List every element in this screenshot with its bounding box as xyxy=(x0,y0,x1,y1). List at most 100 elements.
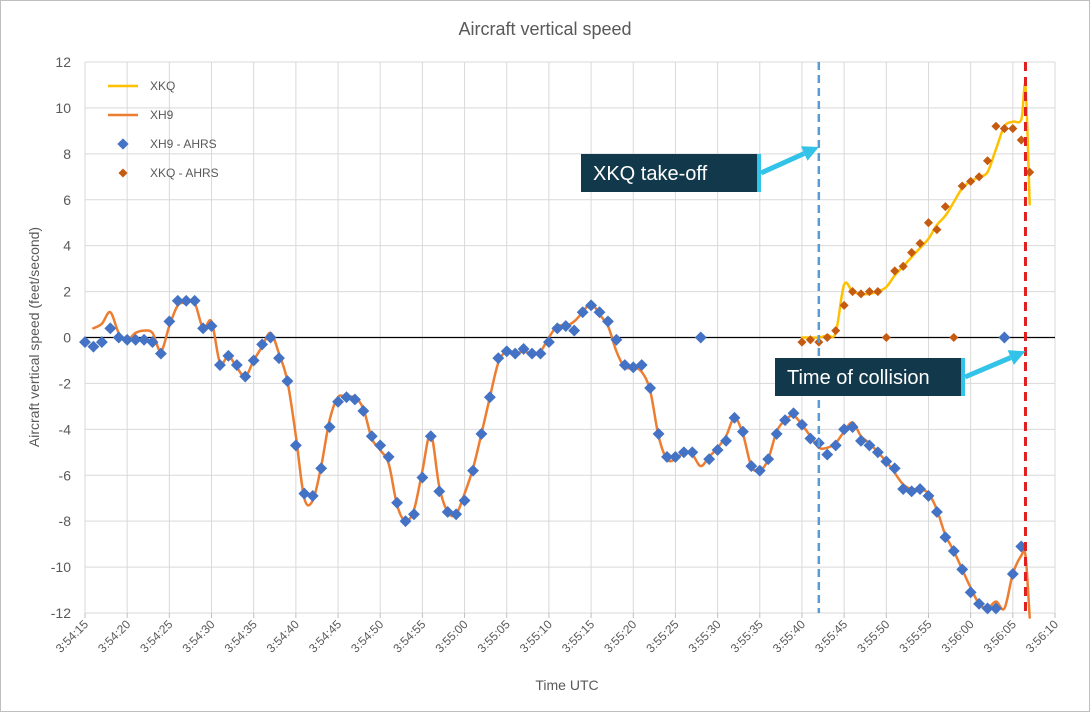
y-tick-label: 8 xyxy=(63,146,71,162)
point-xh9-ahrs xyxy=(627,361,640,374)
x-tick-label: 3:54:20 xyxy=(95,617,133,655)
y-axis-ticks: 12 10 8 6 4 2 0 -2 -4 -6 -8 -10 -12 xyxy=(51,54,71,621)
x-tick-label: 3:55:40 xyxy=(770,617,808,655)
legend: XKQ XH9 XH9 - AHRS XKQ - AHRS xyxy=(108,79,219,180)
y-tick-label: 0 xyxy=(63,330,71,346)
point-xh9-ahrs xyxy=(703,453,716,466)
point-xh9-ahrs xyxy=(424,430,437,443)
point-xh9-ahrs xyxy=(298,487,311,500)
point-xh9-ahrs xyxy=(534,347,547,360)
point-xh9-ahrs xyxy=(138,333,150,346)
point-xh9-ahrs xyxy=(273,352,285,365)
point-xh9-ahrs xyxy=(374,439,387,452)
point-xh9-ahrs xyxy=(264,331,277,344)
point-xkq-ahrs xyxy=(957,181,967,191)
x-tick-label: 3:55:50 xyxy=(854,617,892,655)
point-xh9-ahrs xyxy=(348,393,361,406)
reference-lines xyxy=(817,62,1027,613)
point-xh9-ahrs xyxy=(559,320,572,332)
point-xh9-ahrs xyxy=(829,439,842,452)
point-xkq-ahrs xyxy=(864,287,874,297)
annotation-box xyxy=(581,154,761,192)
x-tick-label: 3:56:05 xyxy=(981,617,1019,655)
point-xh9-ahrs xyxy=(661,450,673,463)
y-tick-label: -10 xyxy=(51,559,71,575)
point-xh9-ahrs xyxy=(450,508,463,521)
point-xh9-ahrs xyxy=(492,352,505,365)
point-xh9-ahrs xyxy=(1006,568,1019,580)
x-tick-label: 3:54:55 xyxy=(390,617,428,655)
legend-label: XH9 xyxy=(150,108,174,122)
legend-label: XH9 - AHRS xyxy=(150,137,217,151)
point-xh9-ahrs xyxy=(998,331,1011,344)
y-tick-label: -8 xyxy=(59,513,72,529)
x-axis-label: Time UTC xyxy=(535,677,598,693)
point-xkq-ahrs xyxy=(1008,124,1018,134)
point-xh9-ahrs xyxy=(736,425,749,438)
annotation-arrowhead xyxy=(800,146,819,161)
point-xh9-ahrs xyxy=(855,434,867,447)
point-xh9-ahrs xyxy=(880,455,893,468)
x-tick-label: 3:54:45 xyxy=(306,617,344,655)
point-xkq-ahrs xyxy=(831,326,841,336)
point-xh9-ahrs xyxy=(821,448,834,461)
point-xh9-ahrs xyxy=(990,602,1002,615)
x-tick-label: 3:55:15 xyxy=(559,617,597,655)
point-xh9-ahrs xyxy=(289,439,302,452)
point-xh9-ahrs xyxy=(483,391,496,404)
point-xh9-ahrs xyxy=(930,506,943,518)
point-xh9-ahrs xyxy=(939,531,952,544)
point-xh9-ahrs xyxy=(526,347,538,360)
x-tick-label: 3:54:40 xyxy=(264,617,302,655)
point-xkq-ahrs xyxy=(991,121,1001,131)
point-xh9-ahrs xyxy=(79,336,91,349)
point-xh9-ahrs xyxy=(947,545,960,557)
point-xh9-ahrs xyxy=(281,375,294,388)
point-xh9-ahrs xyxy=(914,483,926,495)
x-tick-label: 3:54:25 xyxy=(137,617,175,655)
point-xkq-ahrs xyxy=(932,225,942,235)
point-xh9-ahrs xyxy=(391,496,404,509)
point-xh9-ahrs xyxy=(188,294,201,307)
x-tick-label: 3:55:30 xyxy=(686,617,724,655)
point-xh9-ahrs xyxy=(416,471,429,484)
point-xh9-ahrs xyxy=(897,483,910,495)
point-xh9-ahrs xyxy=(475,427,488,440)
x-tick-label: 3:55:10 xyxy=(517,617,555,655)
legend-swatch xyxy=(118,168,128,178)
point-xh9-ahrs xyxy=(332,395,344,408)
y-tick-label: 10 xyxy=(55,100,71,116)
x-tick-label: 3:55:55 xyxy=(896,617,934,655)
y-tick-label: 12 xyxy=(55,54,71,70)
point-xh9-ahrs xyxy=(644,382,657,394)
y-tick-label: -6 xyxy=(59,467,72,483)
annotation-text: XKQ take-off xyxy=(593,163,708,185)
annotations: XKQ take-off Time of collision xyxy=(581,146,1026,396)
legend-label: XKQ - AHRS xyxy=(150,166,219,180)
annotation-arrowhead xyxy=(1007,350,1026,365)
chart-title: Aircraft vertical speed xyxy=(458,19,631,39)
point-xkq-ahrs xyxy=(898,261,908,271)
point-xkq-ahrs xyxy=(822,332,832,343)
point-xh9-ahrs xyxy=(441,506,454,518)
point-xh9-ahrs xyxy=(121,333,134,346)
point-xh9-ahrs xyxy=(585,299,598,312)
annotation-arrow xyxy=(759,151,806,176)
point-xkq-ahrs xyxy=(915,238,925,248)
point-xh9-ahrs xyxy=(467,464,479,477)
point-xh9-ahrs xyxy=(905,485,918,498)
point-xkq-ahrs xyxy=(797,337,807,347)
point-xh9-ahrs xyxy=(104,322,117,335)
point-xh9-ahrs xyxy=(922,489,935,502)
point-xh9-ahrs xyxy=(408,508,420,521)
x-tick-label: 3:55:45 xyxy=(812,617,850,655)
point-xh9-ahrs xyxy=(669,450,682,463)
x-tick-label: 3:54:50 xyxy=(348,617,386,655)
x-tick-label: 3:55:00 xyxy=(432,617,470,655)
point-xh9-ahrs xyxy=(340,391,353,404)
x-tick-label: 3:56:00 xyxy=(939,617,977,655)
annotation-arrow xyxy=(964,355,1012,380)
x-tick-label: 3:55:25 xyxy=(643,617,681,655)
point-xh9-ahrs xyxy=(610,333,623,346)
